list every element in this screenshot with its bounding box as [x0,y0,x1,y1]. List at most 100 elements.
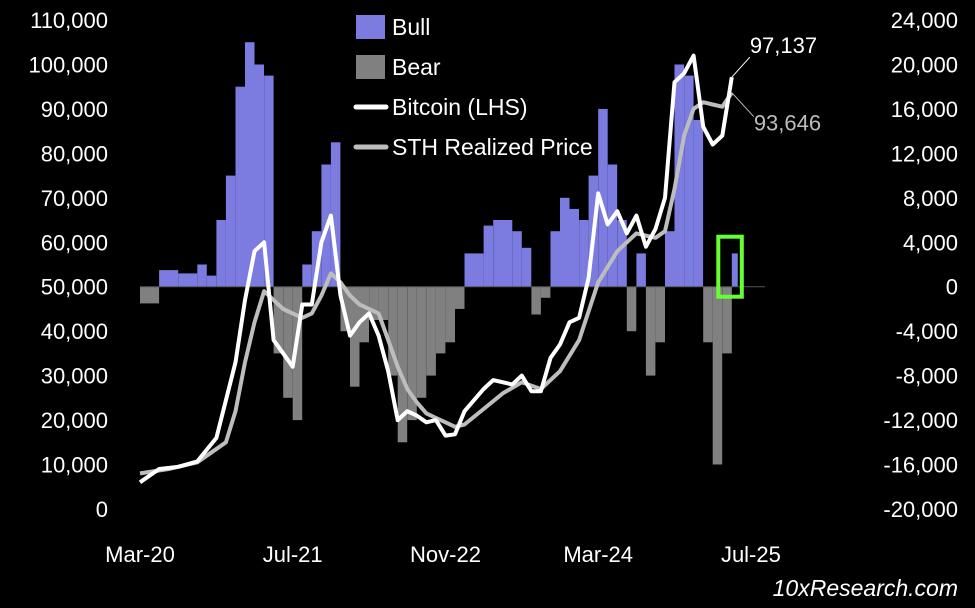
bull-bar [579,220,589,287]
bull-bar [245,42,255,287]
watermark: 10xResearch.com [773,575,958,601]
right-tick-label: 8,000 [903,186,958,211]
bear-bar [283,286,293,398]
bull-bar [560,197,570,287]
right-tick-label: -16,000 [883,453,958,478]
left-tick-label: 100,000 [28,53,108,78]
bear-bar [397,286,408,443]
bull-bar [178,273,198,287]
right-tick-label: -4,000 [896,319,958,344]
legend-label: STH Realized Price [392,134,593,160]
bear-bar [407,286,417,421]
right-tick-label: 20,000 [891,53,958,78]
bull-bar [512,231,522,287]
x-tick-label: Mar-24 [563,542,633,567]
bull-bar [636,253,646,287]
left-tick-label: 30,000 [41,364,108,389]
bull-bar [197,264,207,287]
legend-label: Bear [392,54,441,80]
bear-bar [388,286,398,376]
x-tick-label: Nov-22 [410,542,481,567]
bull-bar [550,231,560,287]
bull-bar [311,231,322,287]
bull-bar [464,253,484,287]
left-axis-ticks: 0 10,000 20,000 30,000 40,000 50,000 60,000 70,… [28,8,108,522]
bull-bar [302,264,312,287]
callouts: 97,137 93,646 [731,33,821,136]
x-tick-label: Mar-20 [105,542,175,567]
left-tick-label: 70,000 [41,186,108,211]
left-tick-label: 60,000 [41,230,108,255]
left-tick-label: 0 [96,497,108,522]
legend: Bull Bear Bitcoin (LHS) STH Realized Price [353,14,593,160]
bull-bar [665,231,675,287]
bull-bar [521,247,532,287]
right-tick-label: -12,000 [883,408,958,433]
bull-bar [483,225,494,287]
bull-bar [569,208,579,287]
left-tick-label: 40,000 [41,319,108,344]
right-tick-label: -20,000 [883,497,958,522]
bear-bar [722,286,732,354]
right-axis-ticks: -20,000 -16,000 -12,000 -8,000 -4,000 0 4,000 8… [883,8,958,522]
legend-swatch [356,15,385,39]
legend-label: Bitcoin (LHS) [392,94,527,120]
bull-bar [264,75,274,287]
left-tick-label: 50,000 [41,275,108,300]
x-tick-label: Jul-21 [263,542,323,567]
bear-bar [626,286,637,332]
bull-bar [607,164,618,287]
bear-bar [531,286,541,315]
bear-bar [359,286,369,343]
bear-bar [703,286,713,343]
right-tick-label: 16,000 [891,97,958,122]
bitcoin-line [138,53,734,484]
callout-label: 97,137 [750,33,817,58]
callout-leader [731,92,755,118]
bear-bar [655,286,665,343]
bear-bar [426,286,436,376]
bear-bar [416,286,427,398]
highlight-box [716,234,744,299]
callout-leader [731,56,751,78]
bear-bar [369,286,379,320]
bull-bar [598,108,608,287]
right-tick-label: 0 [946,275,958,300]
x-tick-label: Jul-25 [721,542,781,567]
right-tick-label: -8,000 [896,364,958,389]
bear-bar [435,286,446,354]
right-tick-label: 12,000 [891,141,958,166]
bull-bar [254,64,264,287]
bear-bar [292,286,303,421]
left-tick-label: 110,000 [30,8,108,33]
bull-bar [216,220,226,287]
bear-bar [140,286,160,304]
x-axis-ticks: Mar-20 Jul-21 Nov-22 Mar-24 Jul-25 [105,542,781,567]
left-tick-label: 90,000 [41,97,108,122]
right-tick-label: 24,000 [891,8,958,33]
right-tick-label: 4,000 [903,230,958,255]
bull-bar [493,220,513,287]
bull-bar [206,275,217,287]
left-tick-label: 20,000 [41,408,108,433]
bear-bar [273,286,284,354]
bear-bar [378,286,389,320]
bull-bar [617,220,627,287]
left-tick-label: 10,000 [41,453,108,478]
bull-bar [684,75,694,287]
legend-swatch [356,55,385,79]
bear-bar [712,286,723,465]
bear-bar [645,286,656,376]
bull-bar [159,270,179,287]
left-tick-label: 80,000 [41,141,108,166]
bull-bear-bars [140,42,738,465]
bull-bar [731,253,738,287]
bull-bar [674,64,684,287]
bear-bar [350,286,360,387]
bull-bar [330,142,341,287]
callout-label: 93,646 [754,111,821,136]
bear-bar [455,286,465,309]
bull-bar [693,120,704,287]
bull-bar [235,86,245,287]
